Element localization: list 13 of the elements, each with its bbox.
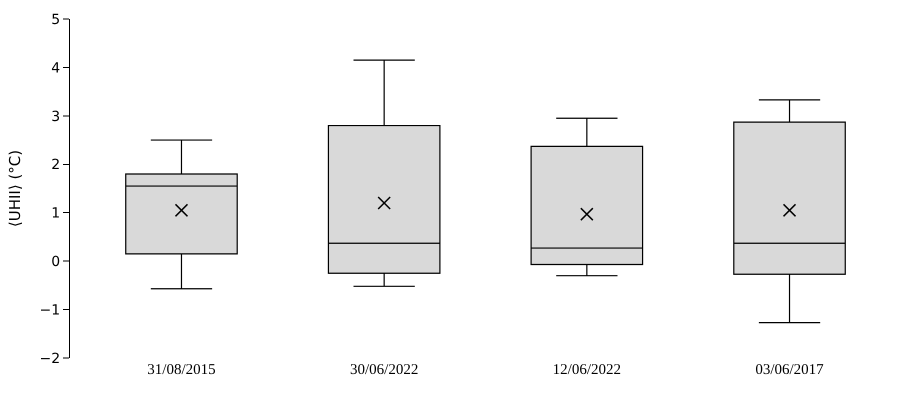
x-tick-label: 12/06/2022	[552, 362, 622, 378]
y-tick-label: 3	[51, 108, 60, 125]
y-tick-label: 4	[51, 60, 60, 76]
x-tick-label: 31/08/2015	[147, 362, 216, 378]
y-tick-label: −2	[40, 350, 60, 367]
y-tick-label: 2	[51, 157, 60, 174]
y-tick-label: 5	[51, 12, 60, 28]
x-tick-label: 03/06/2017	[755, 362, 824, 378]
y-axis-title: ⟨UHII⟩ (°C)	[6, 150, 24, 228]
x-tick-label: 30/06/2022	[350, 362, 418, 378]
y-tick-label: 1	[51, 206, 60, 222]
y-tick-label: 0	[51, 254, 60, 270]
y-tick-label: −1	[40, 302, 60, 318]
